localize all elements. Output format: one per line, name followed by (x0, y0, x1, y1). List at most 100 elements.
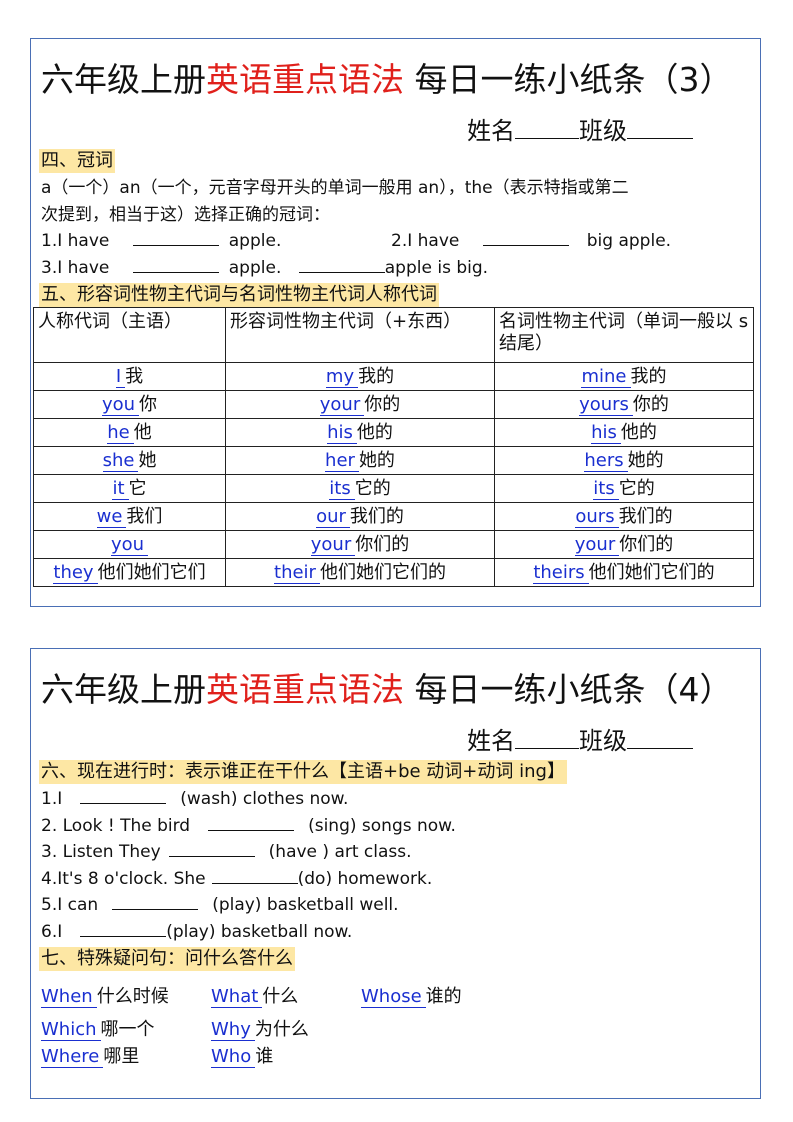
question: 3. Listen They (have ) art class. (41, 842, 412, 863)
meaning: 你们的 (619, 533, 674, 555)
pronoun-table: 人称代词（主语） 形容词性物主代词（+东西） 名词性物主代词（单词一般以 s 结尾）… (33, 307, 754, 587)
table-cell: it 它 (33, 474, 226, 503)
worksheet-4: 六年级上册英语重点语法 每日一练小纸条（4） 姓名 班级 六、现在进行时：表示谁正… (30, 648, 761, 1099)
meaning: 你们的 (355, 533, 410, 555)
answer-word: its (329, 477, 355, 500)
meaning: 她的 (627, 449, 664, 471)
table-header: 形容词性物主代词（+东西） (225, 307, 495, 363)
table-cell: you (33, 530, 226, 559)
worksheet-title: 六年级上册英语重点语法 每日一练小纸条（3） (41, 60, 733, 99)
answer-word: yours (579, 393, 633, 416)
table-cell: we 我们 (33, 502, 226, 531)
answer-word: your (319, 393, 365, 416)
table-cell: his 他的 (225, 418, 495, 447)
description: a（一个）an（一个，元音字母开头的单词一般用 an），the（表示特指或第二 (41, 178, 629, 198)
table-cell: theirs 他们她们它们的 (494, 558, 754, 587)
question: 2.I have big apple. (391, 231, 672, 251)
table-row: I 我 my 我的 mine 我的 (33, 362, 754, 391)
answer-word: your (310, 533, 356, 556)
question-word: Who 谁 (211, 1046, 274, 1068)
answer-word: we (96, 505, 127, 528)
answer-word: theirs (533, 561, 589, 584)
question-word: Where 哪里 (41, 1046, 140, 1068)
answer-word: my (325, 365, 359, 388)
question-word: Which 哪一个 (41, 1019, 155, 1041)
question-word: Whose 谁的 (361, 986, 462, 1008)
section-heading: 七、特殊疑问句：问什么答什么 (39, 947, 295, 971)
question: 6.I (play) basketball now. (41, 922, 353, 942)
section-heading: 六、现在进行时：表示谁正在干什么【主语+be 动词+动词 ing】 (39, 760, 567, 784)
answer-word: I (115, 365, 126, 388)
name-class-line: 姓名 班级 (467, 111, 693, 146)
answer-word: your (574, 533, 620, 556)
table-row: it 它 its 它的 its 它的 (33, 474, 754, 503)
meaning: 他的 (356, 421, 393, 443)
meaning: 你的 (364, 393, 401, 415)
table-header: 人称代词（主语） (33, 307, 226, 363)
question: 4.It's 8 o'clock. She (do) homework. (41, 868, 433, 889)
meaning: 我 (125, 365, 144, 387)
answer-word: you (101, 393, 140, 416)
meaning: 我的 (630, 365, 667, 387)
table-row: you your 你们的 your 你们的 (33, 530, 754, 559)
name-class-line: 姓名 班级 (467, 721, 693, 756)
answer-word: he (107, 421, 134, 444)
meaning: 他们她们它们的 (588, 561, 715, 583)
table-cell: ours 我们的 (494, 502, 754, 531)
table-cell: their 他们她们它们的 (225, 558, 495, 587)
meaning: 你的 (632, 393, 669, 415)
table-cell: you 你 (33, 390, 226, 419)
worksheet-3: 六年级上册英语重点语法 每日一练小纸条（3） 姓名 班级 四、冠词 a（一个）an… (30, 38, 761, 607)
table-cell: yours 你的 (494, 390, 754, 419)
meaning: 它的 (354, 477, 391, 499)
meaning: 我们 (126, 505, 163, 527)
table-row: you 你 your 你的 yours 你的 (33, 390, 754, 419)
question: 3.I have apple. apple is big. (41, 258, 489, 278)
answer-word: she (102, 449, 139, 472)
answer-word: her (325, 449, 359, 472)
table-header: 名词性物主代词（单词一般以 s 结尾） (494, 307, 754, 363)
table-cell: your 你们的 (494, 530, 754, 559)
table-cell: she 她 (33, 446, 226, 475)
answer-word: its (593, 477, 619, 500)
meaning: 它的 (618, 477, 655, 499)
meaning: 他 (133, 421, 152, 443)
meaning: 我们的 (618, 505, 673, 527)
section-heading: 四、冠词 (39, 149, 115, 173)
answer-word: you (110, 533, 149, 556)
table-cell: hers 她的 (494, 446, 754, 475)
answer-word: ours (575, 505, 619, 528)
answer-word: it (112, 477, 129, 500)
meaning: 他们她们它们 (97, 561, 206, 583)
answer-word: they (53, 561, 98, 584)
section-heading: 五、形容词性物主代词与名词性物主代词人称代词 (39, 283, 439, 307)
table-row: she 她 her 她的 hers 她的 (33, 446, 754, 475)
meaning: 我的 (358, 365, 395, 387)
meaning: 他们她们它们的 (319, 561, 446, 583)
question-word: Why 为什么 (211, 1019, 309, 1041)
answer-word: mine (581, 365, 631, 388)
table-cell: they 他们她们它们 (33, 558, 226, 587)
table-cell: your 你们的 (225, 530, 495, 559)
meaning: 他的 (620, 421, 657, 443)
question: 2. Look ! The bird (sing) songs now. (41, 815, 456, 836)
table-cell: her 她的 (225, 446, 495, 475)
table-cell: its 它的 (225, 474, 495, 503)
question: 1.I have apple. (41, 231, 282, 251)
table-row: they 他们她们它们 their 他们她们它们的 theirs 他们她们它们的 (33, 558, 754, 587)
worksheet-title: 六年级上册英语重点语法 每日一练小纸条（4） (41, 670, 733, 709)
answer-word: his (327, 421, 357, 444)
table-cell: mine 我的 (494, 362, 754, 391)
question: 1.I (wash) clothes now. (41, 789, 349, 809)
meaning: 她 (138, 449, 157, 471)
table-cell: its 它的 (494, 474, 754, 503)
question-word: What 什么 (211, 986, 299, 1008)
table-cell: my 我的 (225, 362, 495, 391)
answer-word: hers (584, 449, 628, 472)
meaning: 她的 (358, 449, 395, 471)
question-word: When 什么时候 (41, 986, 169, 1008)
answer-word: their (274, 561, 320, 584)
meaning: 我们的 (349, 505, 404, 527)
meaning: 你 (139, 393, 158, 415)
